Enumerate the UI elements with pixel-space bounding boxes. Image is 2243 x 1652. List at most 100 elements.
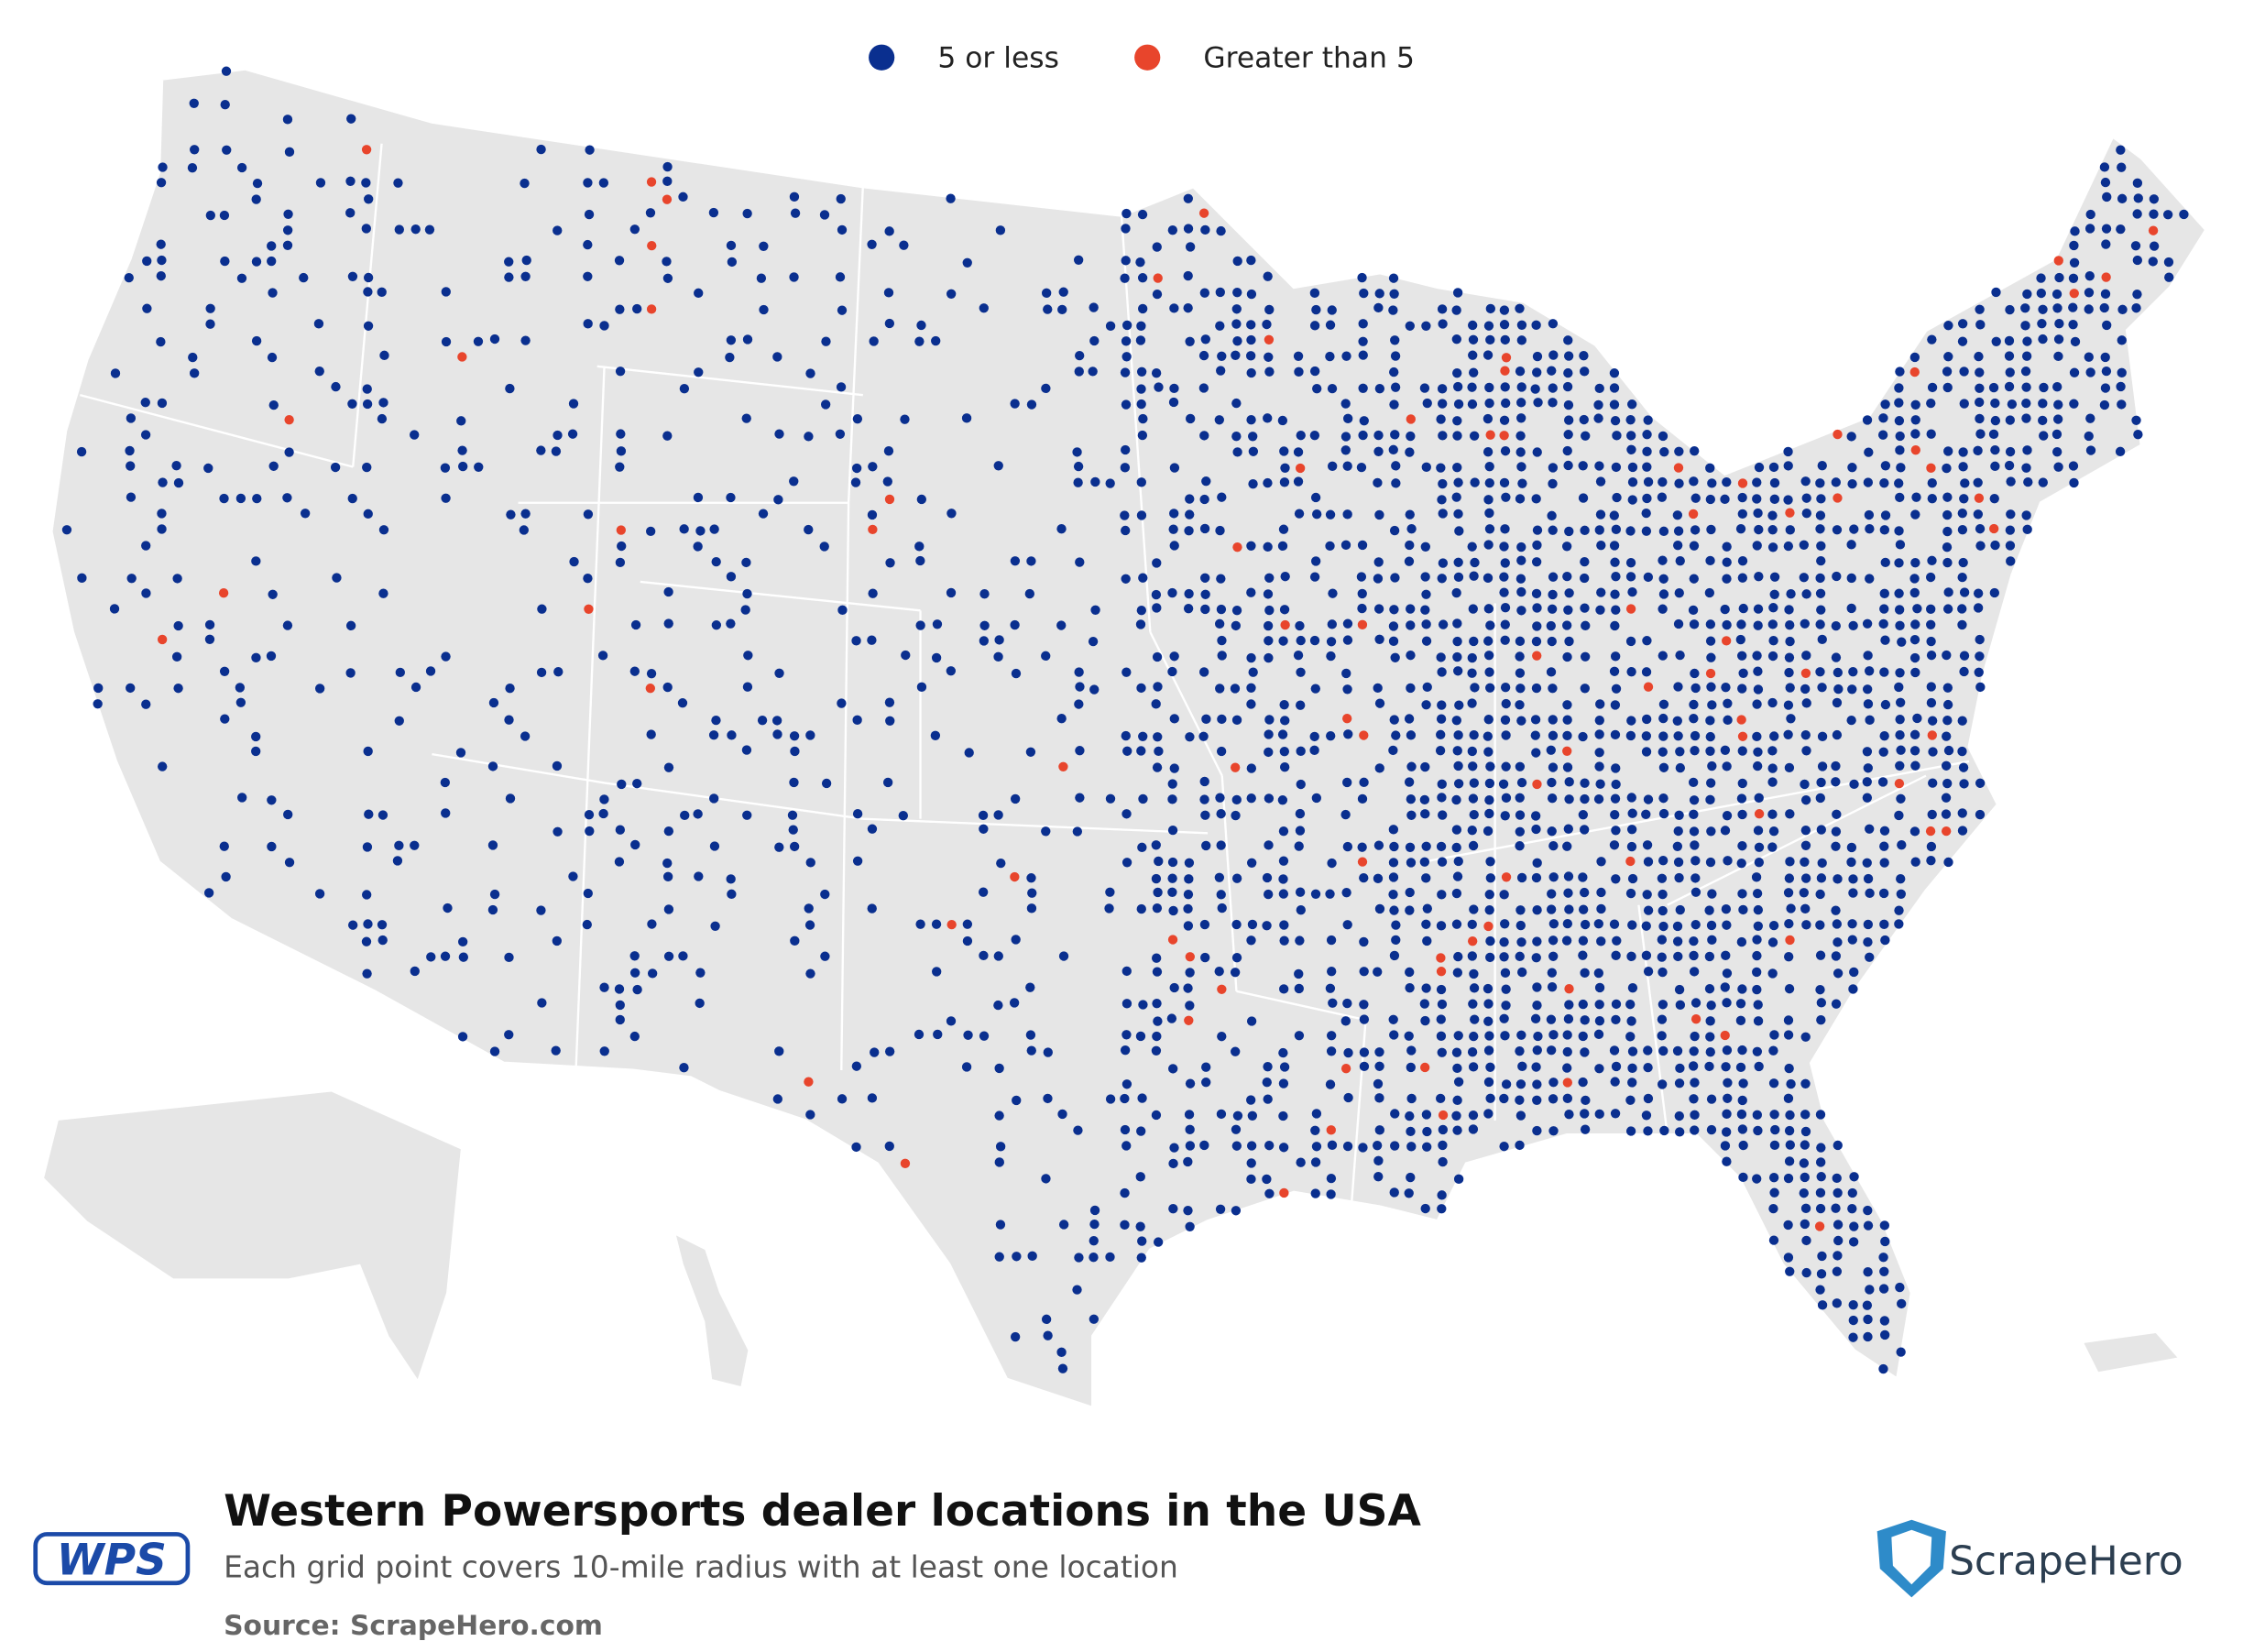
location-dot [1452,416,1462,426]
location-dot [1925,826,1936,837]
location-dot [1422,1142,1432,1152]
location-dot [1137,1093,1147,1103]
location-dot [1469,1031,1479,1042]
location-dot [1593,399,1603,410]
location-dot [1405,447,1415,457]
location-dot [1580,651,1591,662]
location-dot [1753,666,1763,676]
location-dot [1833,1235,1844,1246]
location-dot [1672,540,1683,551]
location-dot [1580,793,1590,804]
location-dot [252,493,262,504]
location-dot [1831,652,1842,662]
location-dot [314,366,324,377]
location-dot [1658,651,1668,661]
location-dot [1120,463,1131,473]
location-dot [1641,950,1652,960]
location-dot [1166,1013,1177,1023]
location-dot [266,651,277,662]
location-dot [1735,523,1746,534]
location-dot [1865,524,1875,534]
location-dot [1391,478,1401,488]
location-dot [1689,795,1700,805]
location-dot [1485,334,1495,345]
location-dot [205,210,216,221]
location-dot [1419,999,1430,1009]
location-dot [1342,1141,1353,1152]
location-dot [1342,777,1352,788]
location-dot [1800,873,1811,883]
location-dot [1246,415,1256,425]
location-dot [1673,618,1684,629]
location-dot [632,303,642,314]
location-dot [1690,1031,1700,1042]
location-dot [1484,778,1495,789]
location-dot [1342,635,1353,645]
location-dot [1673,526,1684,536]
location-dot [1359,730,1369,740]
location-dot [378,588,388,598]
location-dot [979,636,990,646]
location-dot [1957,808,1967,818]
location-dot [2005,525,2016,535]
location-dot [1389,1141,1400,1151]
location-dot [1404,1031,1414,1041]
location-dot [171,651,182,662]
location-dot [1516,320,1527,330]
location-dot [1199,431,1209,441]
location-dot [647,240,657,251]
location-dot [1831,777,1841,787]
location-dot [694,288,704,299]
location-dot [2070,336,2081,347]
location-dot [1564,777,1574,787]
location-dot [1864,447,1874,457]
location-dot [1357,619,1368,630]
location-dot [1688,509,1699,520]
location-dot [1136,746,1146,756]
location-dot [1658,808,1669,819]
location-dot [1833,968,1844,979]
location-dot [1895,760,1905,771]
location-dot [901,650,911,661]
location-dot [1388,825,1399,835]
location-dot [1546,1014,1557,1024]
location-dot [1105,793,1116,804]
location-dot [1451,1110,1461,1121]
location-dot [1942,650,1952,661]
location-dot [804,903,814,914]
location-dot [1723,715,1733,726]
location-dot [1627,477,1638,487]
location-dot [1468,1124,1479,1134]
location-dot [2022,524,2032,535]
location-dot [1122,1141,1132,1151]
location-dot [1720,745,1731,755]
location-dot [1453,557,1463,567]
location-dot [140,398,150,408]
location-dot [1596,903,1606,914]
location-dot [1942,382,1953,393]
location-dot [1578,731,1588,742]
location-dot [1452,381,1463,392]
location-dot [1658,555,1668,565]
location-dot [1831,951,1842,961]
location-dot [742,208,752,219]
location-dot [1752,1046,1763,1056]
location-dot [1737,778,1747,789]
location-dot [1121,525,1131,536]
location-dot [1421,983,1431,993]
location-dot [1264,1188,1275,1198]
location-dot [1581,620,1591,631]
location-dot [1626,666,1636,677]
location-dot [1531,320,1541,330]
location-dot [1957,604,1967,614]
location-dot [1309,366,1320,377]
location-dot [314,889,325,899]
location-dot [252,178,263,189]
location-dot [1089,1314,1100,1324]
location-dot [1610,809,1620,820]
location-dot [1643,682,1654,692]
location-dot [1657,1079,1668,1089]
location-dot [1483,1016,1494,1026]
location-dot [851,463,862,474]
location-dot [1736,1109,1747,1120]
